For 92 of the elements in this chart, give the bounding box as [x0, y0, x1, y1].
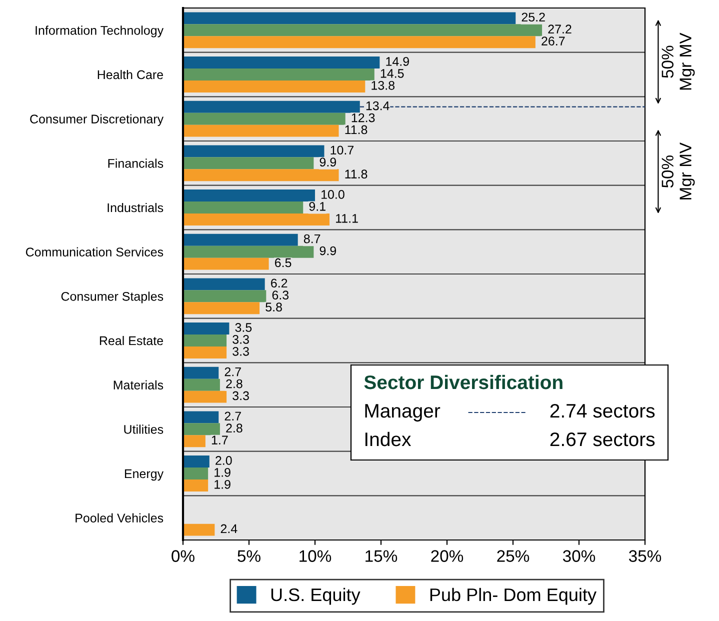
data-label: 9.9: [320, 158, 336, 167]
bar: [183, 124, 339, 137]
bar: [183, 24, 542, 36]
bar: [183, 258, 269, 270]
data-label: 3.5: [235, 323, 252, 332]
data-label: 3.3: [232, 391, 249, 400]
data-label: 10.7: [330, 146, 354, 155]
bar: [183, 411, 219, 424]
data-label: 5.8: [266, 302, 282, 312]
data-label: 25.2: [522, 12, 545, 22]
y-tick-label: Consumer Discretionary: [30, 114, 164, 126]
y-tick-label: Pooled Vehicles: [76, 513, 164, 522]
data-label: 2.8: [226, 424, 242, 433]
bar: [183, 56, 380, 69]
data-label: 1.9: [214, 480, 230, 489]
data-label: 9.9: [320, 246, 336, 256]
x-tick-label: 30%: [562, 550, 596, 562]
bar: [183, 157, 314, 170]
data-label: 9.1: [309, 202, 326, 211]
bar: [183, 479, 208, 492]
bar: [183, 169, 339, 182]
y-tick-label: Materials: [114, 380, 164, 390]
bar: [183, 378, 220, 391]
data-label: 2.7: [224, 367, 241, 376]
bar: [183, 145, 324, 158]
x-tick-label: 0%: [172, 550, 194, 562]
bar: [183, 112, 346, 125]
bar: [183, 302, 260, 314]
bar: [183, 202, 304, 214]
bar: [183, 346, 227, 358]
y-tick-label: Real Estate: [100, 336, 164, 346]
bar: [183, 390, 227, 403]
bar: [183, 468, 208, 480]
bar: [183, 213, 330, 226]
data-label: 2.7: [224, 412, 241, 420]
y-tick-label: Information Technology: [36, 26, 164, 38]
data-label: 10.0: [322, 190, 344, 199]
data-label: 6.2: [271, 278, 288, 288]
bar: [183, 290, 266, 302]
bar: [183, 435, 206, 448]
y-tick-label: Industrials: [108, 202, 164, 212]
bar: [183, 100, 360, 113]
data-label: 11.8: [345, 170, 368, 178]
data-label: 6.3: [272, 290, 289, 300]
bar: [183, 234, 298, 246]
data-label: 2.8: [226, 379, 242, 388]
y-tick-label: Utilities: [124, 424, 164, 434]
bar: [183, 80, 366, 92]
data-label: 14.5: [380, 69, 404, 78]
data-label: 11.1: [336, 214, 358, 223]
data-label: 14.9: [386, 57, 409, 66]
data-label: 3.3: [232, 346, 249, 356]
bar: [183, 322, 230, 335]
y-tick-label: Financials: [108, 158, 164, 168]
data-label: 27.2: [548, 24, 572, 34]
bar: [183, 423, 220, 436]
data-label: 1.7: [212, 436, 228, 444]
bar: [183, 68, 374, 80]
legend-label: U.S. Equity: [271, 588, 360, 605]
data-label: 26.7: [542, 36, 565, 46]
bar: [183, 12, 516, 24]
bar: [183, 334, 227, 346]
x-tick-label: 20%: [431, 550, 464, 562]
bar: [183, 456, 210, 468]
y-tick-label: Health Care: [98, 70, 164, 80]
data-label: 3.3: [232, 335, 249, 344]
bar: [183, 524, 215, 536]
bar: [183, 246, 314, 258]
text: 50% Mgr MV: [662, 32, 695, 90]
x-tick-label: 5%: [238, 550, 260, 562]
bar: [183, 278, 265, 290]
x-tick-label: 25%: [497, 550, 530, 562]
data-label: 11.8: [345, 125, 368, 134]
y-tick-label: Energy: [124, 469, 164, 481]
legend-label: Pub Pln- Dom Equity: [430, 588, 596, 605]
y-tick-label: Communication Services: [26, 247, 164, 256]
y-tick-label: Consumer Staples: [61, 292, 164, 304]
bar: [183, 190, 315, 202]
x-tick-label: 15%: [366, 550, 398, 562]
text: 50% Mgr MV: [662, 142, 695, 200]
bar: [183, 36, 536, 48]
x-tick-label: 35%: [628, 550, 662, 562]
data-label: 2.4: [220, 524, 238, 534]
bar: [183, 366, 219, 379]
x-tick-label: 10%: [300, 550, 332, 562]
data-label: 13.4: [366, 101, 390, 110]
data-label: 12.3: [352, 113, 375, 122]
data-label: 13.8: [372, 80, 394, 90]
data-label: 2.0: [216, 456, 232, 465]
data-label: 1.9: [214, 468, 230, 477]
data-label: 8.7: [304, 234, 320, 244]
data-label: 6.5: [274, 258, 292, 268]
